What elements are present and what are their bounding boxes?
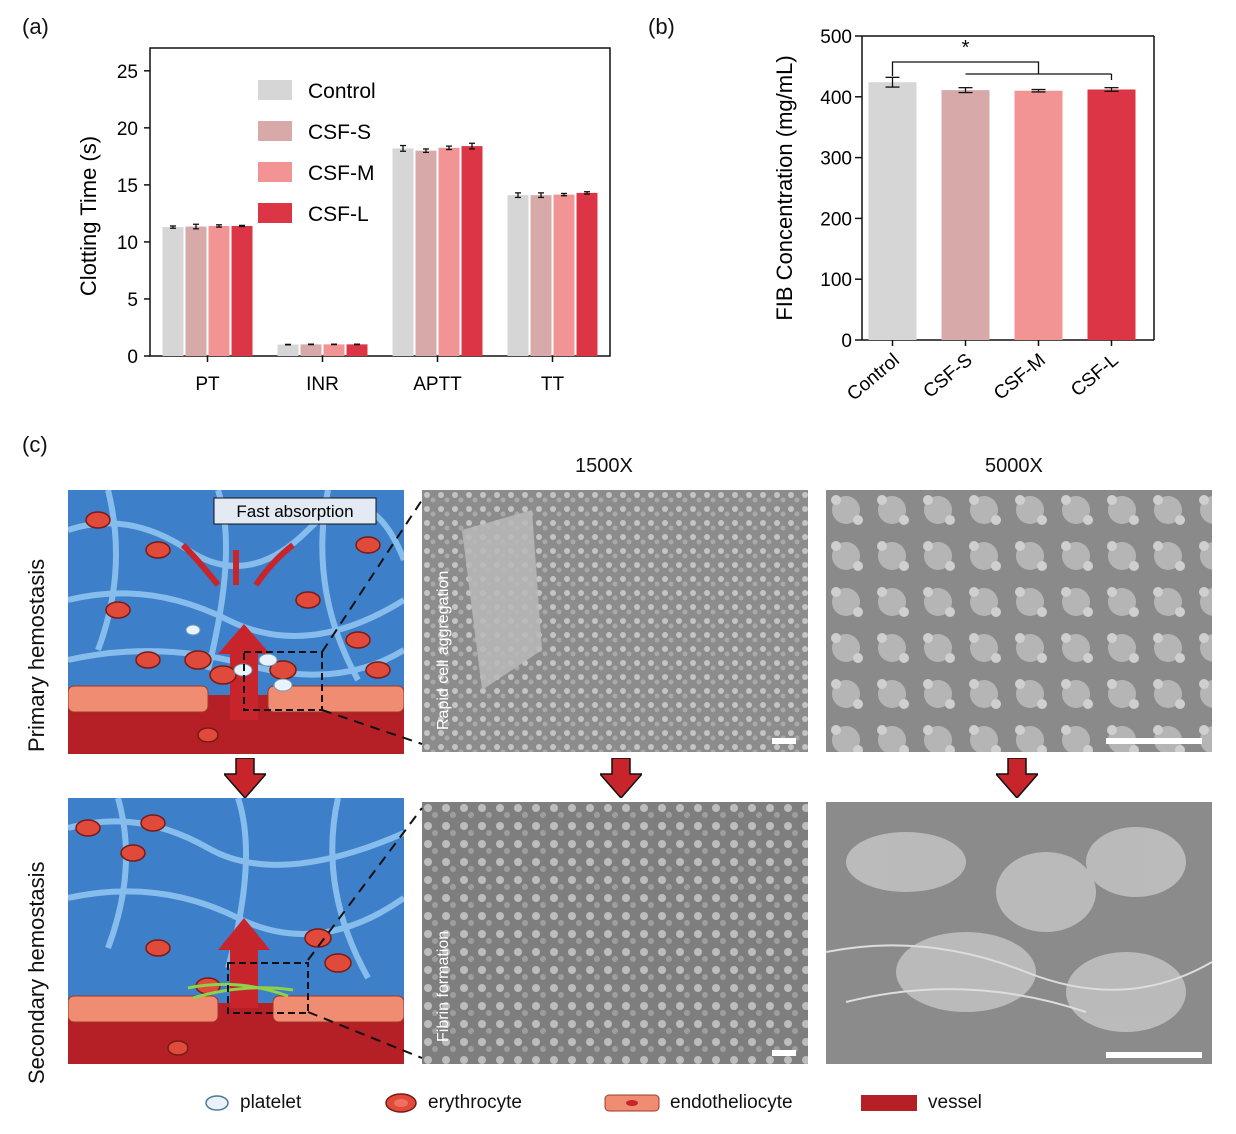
row-label-primary: Primary hemostasis: [24, 558, 49, 752]
x-tick-label: TT: [541, 374, 565, 395]
down-arrow-icon: [600, 758, 642, 798]
legend-swatch: [258, 162, 292, 182]
bar: [941, 90, 990, 340]
bar: [185, 226, 207, 356]
legend-label: vessel: [928, 1092, 982, 1113]
plot-frame: [149, 47, 611, 357]
x-tick-label: PT: [195, 374, 220, 395]
y-tick-label: 0: [841, 331, 852, 352]
bar: [415, 150, 437, 356]
magnification-5000x: 5000X: [985, 455, 1043, 477]
legend-item-erythrocyte: erythrocyte: [384, 1092, 522, 1114]
down-arrow-icon: [996, 758, 1038, 798]
y-tick-label: 15: [117, 176, 138, 197]
bar: [392, 148, 414, 356]
legend-label: CSF-S: [308, 121, 371, 144]
bar: [461, 146, 483, 356]
legend-item-vessel: vessel: [860, 1092, 982, 1114]
sem-secondary-1500x: Fibrin formation: [422, 802, 808, 1064]
y-tick-label: 0: [127, 347, 138, 368]
legend-swatch: [258, 121, 292, 141]
sem-primary-1500x: Rapid cell aggregation: [422, 490, 808, 752]
y-axis-label: FIB Concentration (mg/mL): [772, 55, 797, 320]
panel-a-label: (a): [22, 14, 49, 39]
significance-marker: *: [962, 37, 970, 59]
panel-b-label: (b): [648, 14, 675, 39]
y-tick-label: 10: [117, 233, 138, 254]
x-tick-label: Control: [843, 350, 903, 405]
bar: [277, 344, 299, 356]
bar: [323, 344, 345, 356]
bar: [208, 225, 230, 356]
down-arrow-icon: [224, 758, 266, 798]
y-tick-label: 400: [820, 88, 852, 109]
legend-label: erythrocyte: [428, 1092, 522, 1113]
significance-bracket: [891, 61, 1040, 76]
x-tick-label: APTT: [413, 374, 462, 395]
y-axis-label: Clotting Time (s): [76, 136, 101, 296]
bar: [231, 225, 253, 356]
endotheliocyte-icon: [604, 1094, 660, 1112]
legend-label: endotheliocyte: [670, 1092, 793, 1113]
legend-label: CSF-L: [308, 203, 369, 226]
sem-secondary-5000x: [826, 802, 1212, 1064]
primary-hemostasis-illustration: Fast absorption: [68, 490, 404, 754]
caption-fibrin-formation: Fibrin formation: [435, 931, 452, 1042]
y-tick-label: 20: [117, 119, 138, 140]
sem-primary-5000x: [826, 490, 1212, 752]
y-tick-label: 5: [127, 290, 138, 311]
bar: [300, 344, 322, 356]
bar: [1014, 90, 1063, 340]
fast-absorption-label: Fast absorption: [236, 502, 353, 521]
legend-item-endotheliocyte: endotheliocyte: [604, 1092, 793, 1114]
erythrocyte-icon: [385, 1093, 417, 1113]
bar: [346, 344, 368, 356]
bar: [553, 194, 575, 356]
bar: [576, 192, 598, 356]
secondary-hemostasis-illustration: [68, 798, 404, 1064]
x-tick-label: CSF-L: [1067, 350, 1123, 401]
y-tick-label: 25: [117, 62, 138, 83]
legend-swatch: [258, 80, 292, 100]
bar: [868, 82, 917, 340]
bar: [507, 195, 529, 356]
y-tick-label: 500: [820, 27, 852, 48]
bar: [438, 147, 460, 356]
y-tick-label: 100: [820, 270, 852, 291]
vessel-icon: [861, 1095, 917, 1111]
magnification-1500x: 1500X: [575, 455, 633, 477]
platelet-icon: [205, 1095, 229, 1111]
bar: [1087, 89, 1136, 340]
clotting-time-chart: 0 5 10 15 20 25 PT INR APTT TT Control CSF-S CSF-M CS…: [76, 47, 611, 395]
bar: [162, 227, 184, 356]
caption-rapid-cell-aggregation: Rapid cell aggregation: [435, 571, 452, 730]
row-label-secondary: Secondary hemostasis: [24, 861, 49, 1084]
legend-item-platelet: platelet: [204, 1092, 301, 1114]
legend-label: Control: [308, 80, 376, 103]
x-tick-label: CSF-M: [990, 350, 1050, 405]
y-tick-label: 200: [820, 209, 852, 230]
legend-label: platelet: [240, 1092, 302, 1113]
panel-c-label: (c): [22, 432, 48, 457]
legend-swatch: [258, 203, 292, 223]
x-tick-label: CSF-S: [920, 350, 977, 403]
y-tick-label: 300: [820, 149, 852, 170]
x-tick-label: INR: [306, 374, 339, 395]
bar: [530, 195, 552, 356]
legend-label: CSF-M: [308, 162, 375, 185]
